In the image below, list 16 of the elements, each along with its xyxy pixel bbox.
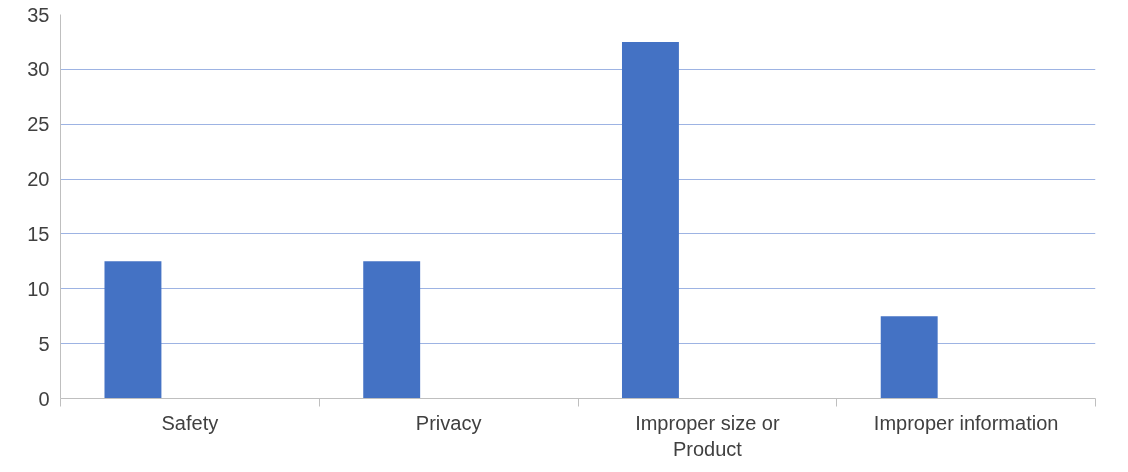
x-tick-label: Privacy — [415, 411, 482, 434]
bar — [621, 41, 679, 399]
bar — [363, 261, 421, 399]
y-tick-label: 15 — [27, 222, 50, 245]
x-tick-label: Improper size or Product — [635, 411, 780, 460]
y-tick-label: 10 — [27, 277, 50, 300]
y-tick-label: 30 — [27, 58, 50, 81]
x-tick-label: Improper information — [873, 411, 1059, 434]
y-tick-label: 35 — [27, 3, 50, 26]
y-tick-label: 20 — [27, 168, 50, 191]
y-tick-label: 25 — [27, 113, 50, 136]
bar — [104, 261, 162, 399]
y-tick-label: 5 — [38, 332, 50, 355]
x-tick-label: Safety — [161, 411, 219, 434]
y-tick-label: 0 — [38, 387, 50, 410]
bar — [880, 316, 938, 399]
